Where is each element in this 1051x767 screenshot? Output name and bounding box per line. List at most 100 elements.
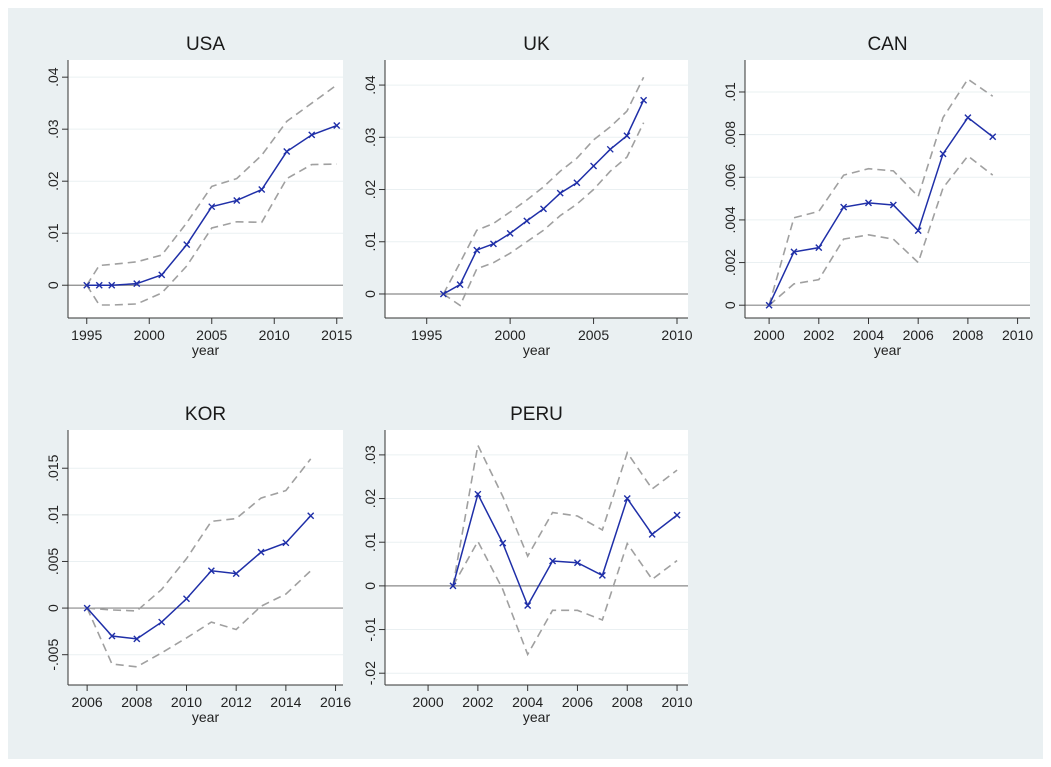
y-tick-label: -.01 [362, 617, 378, 641]
marker [439, 290, 447, 298]
marker [623, 132, 631, 140]
marker [83, 604, 91, 612]
x-tick-label: 2016 [320, 694, 351, 710]
chart-title: UK [523, 34, 550, 55]
ci-line [768, 78, 994, 306]
estimate-line [768, 116, 994, 306]
y-tick-label: .01 [45, 223, 61, 243]
ci-line [87, 458, 312, 612]
marker [964, 114, 972, 122]
marker [449, 582, 457, 590]
x-tick-label: 2012 [221, 694, 252, 710]
marker [989, 133, 997, 141]
marker [95, 281, 103, 289]
ci-line [86, 84, 338, 286]
x-tick-label: 2005 [578, 327, 609, 343]
y-tick-label: .04 [362, 75, 378, 95]
marker [540, 205, 548, 213]
y-tick-label: 0 [722, 301, 738, 309]
marker [474, 490, 482, 498]
estimate-line [86, 515, 312, 640]
marker [158, 618, 166, 626]
marker [673, 511, 681, 519]
marker [133, 635, 141, 643]
x-tick-label: 2010 [661, 327, 692, 343]
marker [889, 201, 897, 209]
x-tick-label: 2005 [196, 327, 227, 343]
y-tick-label: -.005 [45, 639, 61, 671]
x-tick-label: 2008 [612, 694, 643, 710]
marker [133, 280, 141, 288]
x-tick-label: 2008 [121, 694, 152, 710]
x-tick-label: 2002 [803, 327, 834, 343]
marker [257, 548, 265, 556]
x-tick-label: 2006 [903, 327, 934, 343]
marker [573, 179, 581, 187]
chart-title: CAN [867, 34, 907, 55]
marker [473, 246, 481, 254]
y-tick-label: .002 [722, 249, 738, 276]
ci-line [768, 154, 994, 306]
x-tick-label: 2008 [952, 327, 983, 343]
ci-line [452, 539, 678, 657]
x-tick-label: 1995 [411, 327, 442, 343]
y-tick-label: 0 [45, 604, 61, 612]
marker [765, 301, 773, 309]
y-tick-label: .02 [362, 180, 378, 200]
x-tick-label: 2014 [270, 694, 301, 710]
marker [108, 632, 116, 640]
x-tick-label: 2004 [853, 327, 884, 343]
marker [549, 557, 557, 565]
y-tick-label: .01 [362, 532, 378, 552]
plot-region [385, 430, 688, 685]
x-tick-label: 2010 [259, 327, 290, 343]
marker [307, 512, 315, 520]
x-tick-label: 2010 [661, 694, 692, 710]
marker [183, 241, 191, 249]
marker [232, 570, 240, 578]
y-tick-label: .02 [45, 171, 61, 191]
marker [598, 571, 606, 579]
marker [648, 530, 656, 538]
marker [108, 281, 116, 289]
marker [83, 281, 91, 289]
marker [864, 199, 872, 207]
y-tick-label: -.02 [362, 661, 378, 685]
plot-region [385, 60, 688, 318]
y-tick-label: .01 [362, 232, 378, 252]
y-tick-label: .04 [45, 67, 61, 87]
x-axis-title: year [874, 342, 902, 358]
marker [790, 248, 798, 256]
marker [914, 227, 922, 235]
marker [939, 150, 947, 158]
y-tick-label: .02 [362, 489, 378, 509]
marker [207, 567, 215, 575]
y-tick-label: .008 [722, 121, 738, 148]
ci-line [452, 442, 678, 587]
y-tick-label: .01 [722, 82, 738, 102]
plot-region [68, 60, 343, 318]
ci-line [442, 122, 645, 307]
y-tick-label: 0 [362, 582, 378, 590]
chart-title: PERU [510, 404, 563, 425]
marker [840, 203, 848, 211]
ci-line [86, 163, 337, 306]
marker [815, 244, 823, 252]
plot-region [68, 430, 343, 685]
x-axis-title: year [192, 342, 220, 358]
estimate-line [86, 124, 338, 286]
marker [456, 281, 464, 289]
ci-line [442, 76, 645, 295]
y-tick-label: 0 [45, 281, 61, 289]
x-tick-label: 2004 [512, 694, 543, 710]
marker [489, 240, 497, 248]
marker [308, 131, 316, 139]
marker [590, 162, 598, 170]
x-tick-label: 2010 [171, 694, 202, 710]
x-tick-label: 2002 [462, 694, 493, 710]
x-tick-label: 2000 [412, 694, 443, 710]
marker [506, 229, 514, 237]
y-tick-label: .03 [45, 119, 61, 139]
marker [258, 186, 266, 194]
x-tick-label: 2000 [134, 327, 165, 343]
